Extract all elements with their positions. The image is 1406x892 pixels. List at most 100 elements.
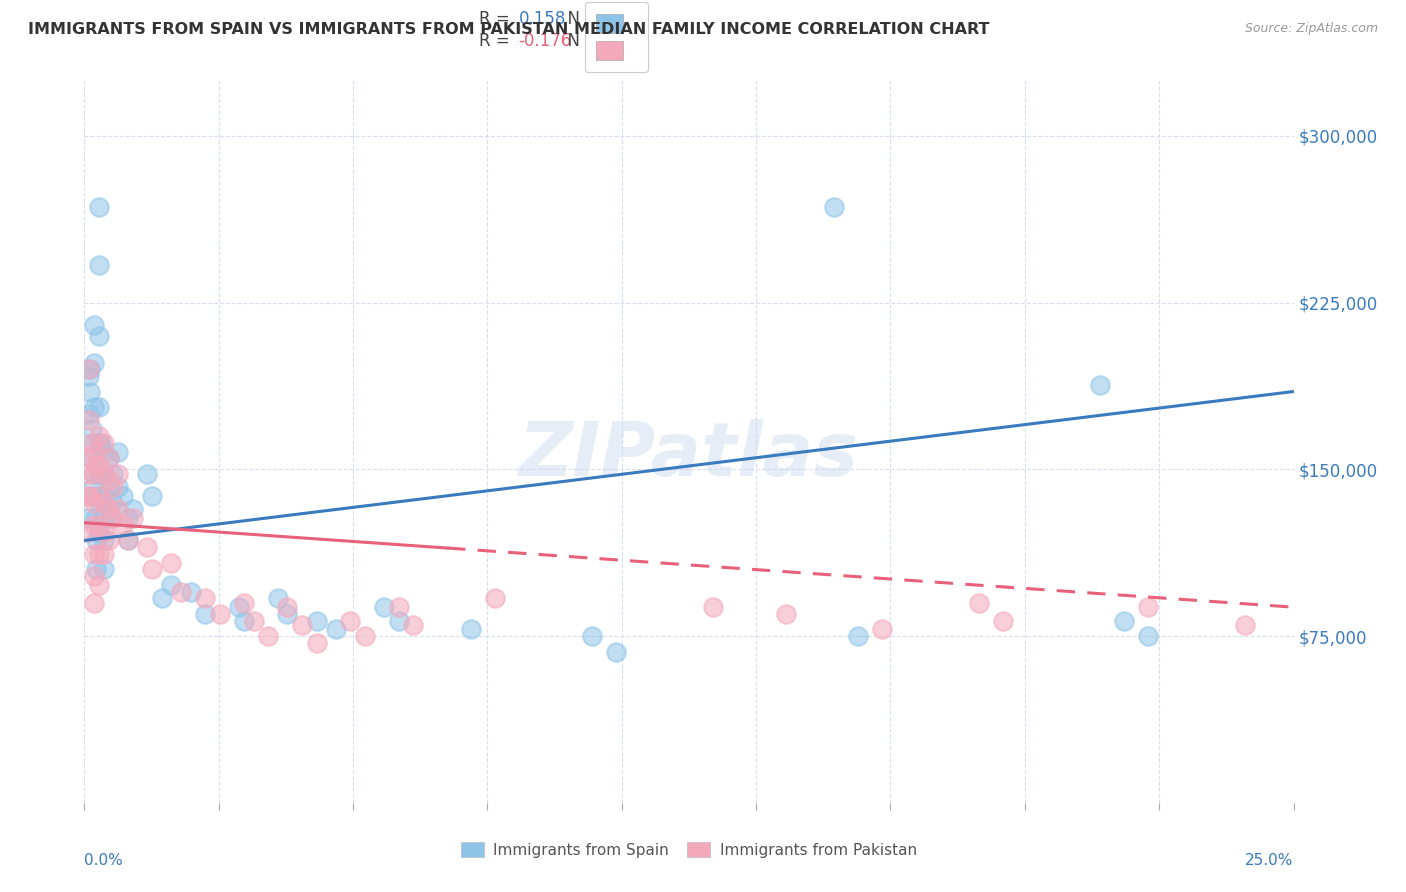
Text: R =: R = [478, 31, 515, 50]
Point [86, 562, 108, 576]
Point [103, 467, 125, 481]
Point [208, 607, 231, 621]
Point [460, 623, 482, 637]
Point [305, 636, 328, 650]
Point [291, 618, 314, 632]
Text: N =: N = [557, 31, 605, 50]
Point [160, 578, 183, 592]
Point [84, 489, 107, 503]
Point [136, 540, 159, 554]
Point [846, 629, 869, 643]
Point [84, 511, 107, 525]
Text: 68: 68 [598, 10, 619, 28]
Point [87, 496, 110, 510]
Point [83, 467, 105, 481]
Point [107, 444, 129, 458]
Point [83, 596, 105, 610]
Point [1088, 377, 1111, 392]
Point [93, 496, 115, 510]
Point [93, 511, 115, 525]
Point [83, 569, 105, 583]
Point [93, 467, 115, 481]
Point [267, 591, 290, 606]
Point [97, 451, 120, 466]
Point [79, 362, 101, 376]
Point [77, 489, 100, 503]
Point [112, 489, 135, 503]
Text: 25.0%: 25.0% [1246, 854, 1294, 869]
Point [150, 591, 173, 606]
Point [257, 629, 280, 643]
Point [97, 502, 120, 516]
Point [80, 435, 103, 450]
Point [233, 596, 256, 610]
Point [1137, 600, 1160, 615]
Point [180, 584, 202, 599]
Point [1234, 618, 1257, 632]
Point [79, 384, 101, 399]
Point [77, 407, 100, 421]
Legend: Immigrants from Spain, Immigrants from Pakistan: Immigrants from Spain, Immigrants from P… [456, 836, 922, 863]
Point [83, 517, 105, 532]
Point [112, 517, 135, 532]
Text: R =: R = [478, 10, 515, 28]
Point [967, 596, 990, 610]
Point [87, 258, 110, 272]
Point [170, 584, 193, 599]
Point [194, 591, 217, 606]
Point [484, 591, 506, 606]
Text: ZIPatlas: ZIPatlas [519, 419, 859, 492]
Point [100, 511, 122, 525]
Point [228, 600, 250, 615]
Point [83, 356, 105, 370]
Text: -0.176: -0.176 [519, 31, 572, 50]
Point [97, 502, 120, 516]
Point [90, 467, 112, 481]
Point [80, 422, 103, 436]
Point [86, 458, 108, 472]
Point [103, 496, 125, 510]
Point [136, 467, 159, 481]
Point [194, 607, 217, 621]
Point [402, 618, 425, 632]
Point [90, 435, 112, 450]
Point [325, 623, 347, 637]
Point [83, 547, 105, 561]
Point [93, 444, 115, 458]
Point [87, 400, 110, 414]
Point [1137, 629, 1160, 643]
Point [87, 329, 110, 343]
Point [93, 524, 115, 539]
Point [581, 629, 603, 643]
Point [107, 502, 129, 516]
Point [93, 467, 115, 481]
Point [276, 600, 298, 615]
Point [83, 496, 105, 510]
Point [77, 368, 100, 383]
Point [117, 533, 139, 548]
Point [121, 511, 143, 525]
Point [87, 458, 110, 472]
Point [76, 511, 98, 525]
Text: 0.158: 0.158 [519, 10, 565, 28]
Point [117, 511, 139, 525]
Text: Source: ZipAtlas.com: Source: ZipAtlas.com [1244, 22, 1378, 36]
Point [872, 623, 894, 637]
Point [87, 517, 110, 532]
Point [141, 562, 163, 576]
Point [97, 451, 120, 466]
Point [83, 318, 105, 332]
Point [141, 489, 163, 503]
Point [354, 629, 377, 643]
Point [97, 480, 120, 494]
Point [775, 607, 797, 621]
Point [97, 533, 120, 548]
Point [93, 562, 115, 576]
Point [83, 400, 105, 414]
Point [83, 444, 105, 458]
Text: N =: N = [557, 10, 605, 28]
Point [87, 200, 110, 214]
Point [77, 524, 100, 539]
Point [97, 474, 120, 488]
Point [77, 413, 100, 427]
